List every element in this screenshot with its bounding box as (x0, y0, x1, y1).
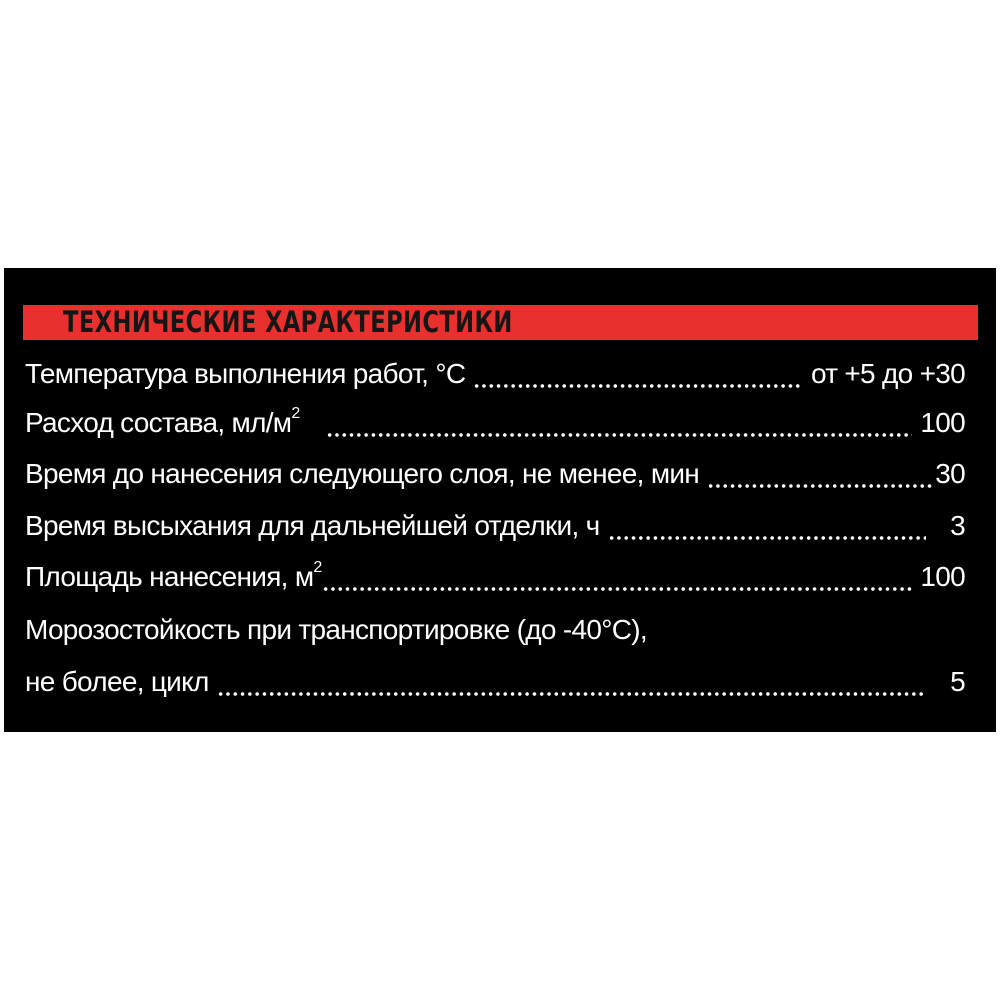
spec-value: от +5 до +30 (810, 358, 966, 389)
dot-leader (707, 456, 936, 492)
spec-row-frost-cycles: не более, цикл 5 (25, 660, 966, 700)
dot-leader (321, 559, 913, 595)
dot-leader (216, 664, 927, 700)
spec-label: не более, цикл (25, 666, 209, 697)
spec-row-consumption: Расход состава, мл/м2 100 (25, 401, 966, 441)
spec-row-recoat-time: Время до нанесения следующего слоя, не м… (25, 452, 966, 492)
spec-row-drying-time: Время высыхания для дальнейшей отделки, … (25, 504, 966, 544)
spec-value: 100 (920, 407, 965, 438)
dot-leader (325, 405, 913, 441)
spec-value: 100 (920, 561, 965, 592)
spec-value: 3 (950, 510, 966, 541)
dot-leader (607, 508, 927, 544)
specs-header-bar: ТЕХНИЧЕСКИЕ ХАРАКТЕРИСТИКИ (23, 305, 978, 340)
spec-label: Время высыхания для дальнейшей отделки, … (25, 510, 600, 541)
spec-label: Площадь нанесения, м2 (25, 559, 322, 593)
spec-row-frost-resistance: Морозостойкость при транспортировке (до … (25, 608, 965, 648)
spec-row-temperature: Температура выполнения работ, °С от +5 д… (25, 352, 966, 392)
spec-value: 30 (935, 458, 965, 489)
spec-label: Температура выполнения работ, °С (25, 358, 466, 389)
spec-label: Морозостойкость при транспортировке (до … (25, 614, 648, 645)
specs-title: ТЕХНИЧЕСКИЕ ХАРАКТЕРИСТИКИ (63, 305, 513, 339)
spec-label: Время до нанесения следующего слоя, не м… (25, 458, 700, 489)
spec-value: 5 (950, 666, 966, 697)
specs-panel: ТЕХНИЧЕСКИЕ ХАРАКТЕРИСТИКИ Температура в… (4, 268, 996, 732)
spec-row-area: Площадь нанесения, м2 100 (25, 555, 966, 595)
dot-leader (473, 356, 803, 392)
spec-label: Расход состава, мл/м2 (25, 405, 300, 439)
